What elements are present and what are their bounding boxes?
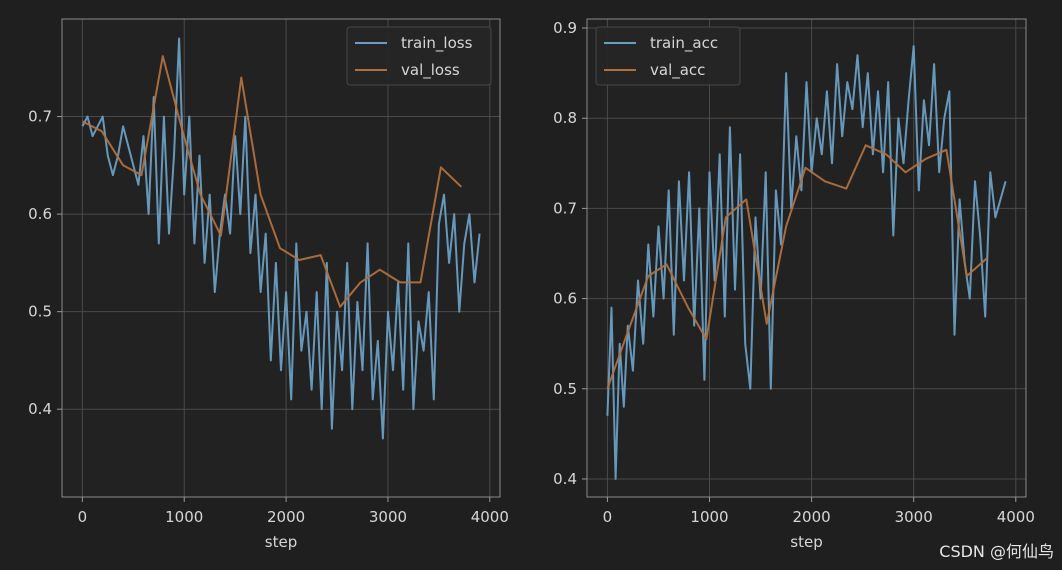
legend-label-train_loss: train_loss [401,34,473,53]
watermark: CSDN @何仙鸟 [939,542,1054,561]
legend-label-val_acc: val_acc [650,61,705,80]
x-tick-label: 2000 [267,508,305,526]
x-tick-label: 3000 [895,508,933,526]
series-line-val_loss [81,55,462,308]
x-tick-label: 1000 [165,508,203,526]
legend-label-train_acc: train_acc [650,34,718,53]
x-axis-label: step [265,533,297,551]
y-tick-label: 0.9 [553,19,577,37]
y-tick-label: 0.4 [28,400,52,418]
y-tick-label: 0.7 [28,108,52,126]
y-tick-label: 0.5 [28,303,52,321]
x-tick-label: 1000 [690,508,728,526]
accuracy-chart: 0 1000 2000 3000 4000 0.4 0.5 0.6 0.7 0.8 0.9 step t… [553,18,1035,551]
x-tick-label: 3000 [369,508,407,526]
plot-area [62,19,500,497]
series-line-train_loss [81,37,481,440]
axes-frame [61,18,501,498]
y-tick-label: 0.7 [553,199,577,217]
y-tick-label: 0.8 [553,109,577,127]
x-tick-label: 2000 [793,508,831,526]
axes-frame [586,18,1027,498]
legend: train_loss val_loss [346,26,492,86]
y-tick-label: 0.5 [553,380,577,398]
legend-label-val_loss: val_loss [401,61,460,80]
x-tick-label: 4000 [997,508,1035,526]
y-tick-label: 0.6 [553,290,577,308]
x-tick-label: 0 [78,508,88,526]
x-axis-label: step [790,533,822,551]
loss-chart: 0 1000 2000 3000 4000 0.4 0.5 0.6 0.7 step train_l… [28,18,509,551]
x-tick-label: 0 [603,508,613,526]
x-tick-label: 4000 [471,508,509,526]
y-tick-label: 0.4 [553,470,577,488]
legend: train_acc val_acc [595,26,741,86]
series-line-val_acc [606,144,988,390]
y-tick-label: 0.6 [28,205,52,223]
